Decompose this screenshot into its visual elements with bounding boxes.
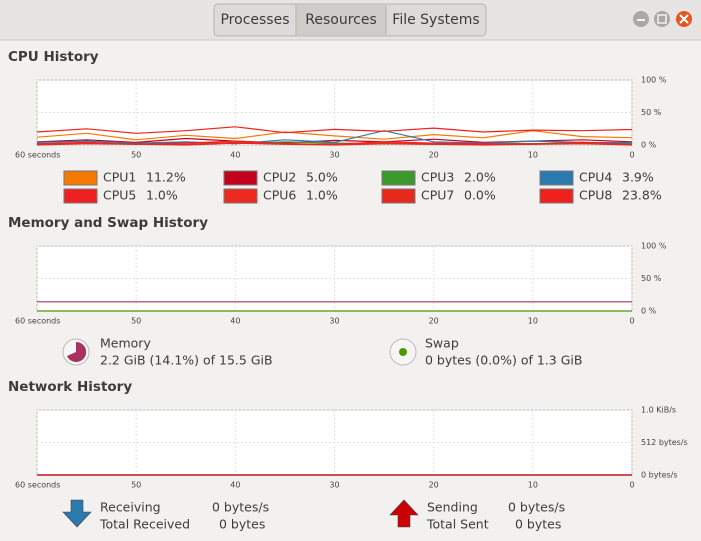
legend-name: Swap [425,336,459,351]
series-line [36,142,633,146]
y-tick-label: 1.0 KiB/s [641,406,676,415]
legend-rate: 0 bytes/s [508,500,565,515]
y-tick-label: 100 % [641,242,667,251]
legend-icon-pie [67,341,87,362]
y-tick-label: 0 bytes/s [641,471,678,480]
legend-icon-dot [399,348,407,356]
legend-swatch [381,170,416,186]
section-title: Network History [8,379,132,395]
legend-name: CPU6 [263,188,296,203]
tab[interactable]: File Systems [392,12,479,28]
legend-swatch [539,188,574,204]
y-tick-label: 100 % [641,76,667,85]
legend-name: Receiving [100,500,161,515]
legend-arrow [389,499,419,528]
legend-value: 3.9% [622,170,654,185]
tab[interactable]: Processes [220,12,289,28]
x-tick-label: 50 [131,151,141,160]
legend-value: 1.0% [146,188,178,203]
x-tick-label: 60 seconds [15,481,60,490]
x-tick-label: 60 seconds [15,151,60,160]
legend-name: Memory [100,336,151,351]
legend-name: CPU7 [421,188,454,203]
section-title: Memory and Swap History [8,215,208,231]
legend-value: 23.8% [622,188,662,203]
y-tick-label: 50 % [641,108,662,117]
legend-total-name: Total Sent [426,517,489,532]
y-tick-label: 0 % [641,307,657,316]
x-tick-label: 10 [528,481,538,490]
legend-name: CPU1 [103,170,136,185]
legend-arrow [62,499,92,528]
x-tick-label: 60 seconds [15,317,60,326]
legend-name: CPU3 [421,170,454,185]
y-tick-label: 50 % [641,274,662,283]
x-tick-label: 30 [329,151,339,160]
legend-name: CPU8 [579,188,612,203]
x-tick-label: 20 [429,151,439,160]
x-tick-label: 50 [131,317,141,326]
legend-swatch [223,170,258,186]
x-tick-label: 0 [629,481,634,490]
legend-total-name: Total Received [99,517,190,532]
legend-swatch [223,188,258,204]
x-tick-label: 0 [629,151,634,160]
x-tick-label: 20 [429,317,439,326]
x-tick-label: 0 [629,317,634,326]
maximize[interactable] [654,11,670,27]
section-title: CPU History [8,49,99,65]
x-tick-label: 40 [230,151,240,160]
legend-name: Sending [427,500,478,515]
x-tick-label: 20 [429,481,439,490]
legend-name: CPU5 [103,188,136,203]
x-tick-label: 10 [528,317,538,326]
x-tick-label: 30 [329,317,339,326]
x-tick-label: 30 [329,481,339,490]
legend-value: 1.0% [306,188,338,203]
legend-value: 11.2% [146,170,186,185]
legend-value: 2.0% [464,170,496,185]
legend-total: 0 bytes [219,517,265,532]
legend-rate: 0 bytes/s [212,500,269,515]
legend-detail: 0 bytes (0.0%) of 1.3 GiB [425,353,582,368]
legend-total: 0 bytes [515,517,561,532]
series-line [36,126,633,134]
legend-name: CPU4 [579,170,612,185]
legend-value: 5.0% [306,170,338,185]
legend-name: CPU2 [263,170,296,185]
legend-value: 0.0% [464,188,496,203]
legend-swatch [381,188,416,204]
legend-swatch [63,170,98,186]
x-tick-label: 40 [230,317,240,326]
y-tick-label: 0 % [641,141,657,150]
legend-swatch [539,170,574,186]
legend-swatch [63,188,98,204]
active-tab-bg [296,5,386,35]
x-tick-label: 10 [528,151,538,160]
window-controls [633,11,692,27]
x-tick-label: 40 [230,481,240,490]
y-tick-label: 512 bytes/s [641,438,688,447]
tab[interactable]: Resources [305,12,377,28]
x-tick-label: 50 [131,481,141,490]
legend-detail: 2.2 GiB (14.1%) of 15.5 GiB [100,353,273,368]
